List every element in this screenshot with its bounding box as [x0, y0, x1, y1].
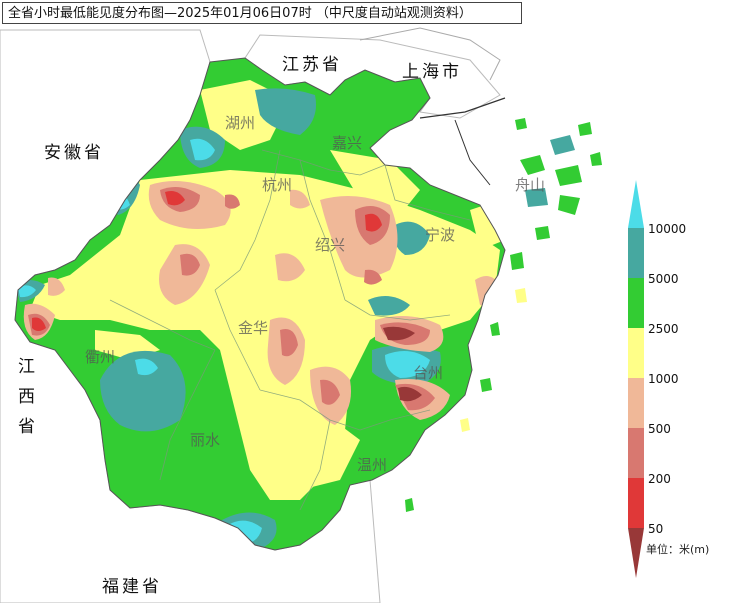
legend-unit: 单位：米(m)	[646, 542, 709, 556]
region-label-jiangxi-3: 省	[18, 417, 38, 437]
city-label-jiaxing: 嘉兴	[332, 134, 362, 152]
city-label-hangzhou: 杭州	[262, 176, 292, 194]
city-label-ningbo: 宁波	[425, 226, 455, 244]
region-label-anhui: 安徽省	[44, 143, 104, 163]
legend-label-200: 200	[648, 472, 671, 486]
legend-label-10000: 10000	[648, 222, 686, 236]
province-boundary	[14, 57, 506, 551]
legend-label-2500: 2500	[648, 322, 679, 336]
legend-swatch-2500-5000	[628, 278, 644, 328]
map-title: 全省小时最低能见度分布图—2025年01月06日07时 （中尺度自动站观测资料）	[2, 2, 522, 24]
legend-label-5000: 5000	[648, 272, 679, 286]
coastal-islands	[405, 118, 602, 512]
legend-label-1000: 1000	[648, 372, 679, 386]
city-labels: 湖州 嘉兴 杭州 绍兴 宁波 舟山 金华 衢州 台州 丽水 温州	[85, 114, 545, 474]
legend-label-500: 500	[648, 422, 671, 436]
region-label-fujian: 福建省	[102, 577, 162, 597]
region-label-jiangxi-1: 江	[18, 357, 38, 377]
legend-swatch-5000-10000	[628, 228, 644, 278]
legend-arrow-top	[628, 180, 644, 228]
region-label-jiangxi-2: 西	[18, 387, 38, 407]
region-label-shanghai: 上海市	[402, 62, 462, 82]
city-label-zhoushan: 舟山	[515, 176, 545, 194]
legend-arrow-bottom	[628, 528, 644, 578]
city-label-lishui: 丽水	[190, 431, 220, 449]
city-boundaries	[109, 149, 471, 511]
city-label-huzhou: 湖州	[225, 114, 255, 132]
legend: 10000 5000 2500 1000 500 200 50 单位：米(m)	[628, 180, 709, 578]
legend-swatch-200-500	[628, 428, 644, 478]
region-label-jiangsu: 江苏省	[282, 55, 342, 75]
city-label-shaoxing: 绍兴	[315, 236, 345, 254]
city-label-quzhou: 衢州	[85, 348, 115, 366]
region-labels: 江苏省 上海市 安徽省 江 西 省 福建省	[18, 55, 462, 597]
city-label-wenzhou: 温州	[357, 456, 387, 474]
city-label-jinhua: 金华	[238, 319, 268, 337]
legend-label-50: 50	[648, 522, 663, 536]
legend-swatch-50-200	[628, 478, 644, 528]
city-label-taizhou: 台州	[413, 364, 443, 382]
legend-swatch-1000-2500	[628, 328, 644, 378]
legend-swatch-500-1000	[628, 378, 644, 428]
